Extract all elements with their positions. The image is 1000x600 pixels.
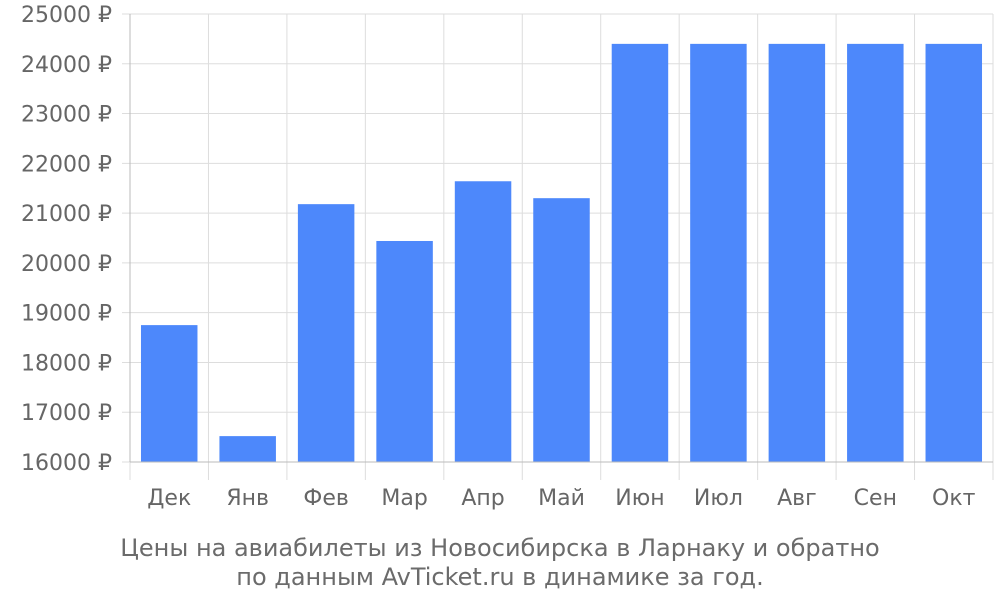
bar bbox=[690, 43, 747, 462]
y-tick-label: 23000 ₽ bbox=[21, 103, 112, 128]
y-tick-label: 18000 ₽ bbox=[21, 351, 112, 376]
chart-caption-line-2: по данным AvTicket.ru в динамике за год. bbox=[236, 563, 764, 591]
x-tick-label: Мар bbox=[381, 486, 427, 511]
x-tick-label: Янв bbox=[226, 486, 269, 511]
y-tick-label: 19000 ₽ bbox=[21, 302, 112, 327]
x-tick-label: Июн bbox=[615, 486, 664, 511]
x-tick-label: Дек bbox=[147, 486, 191, 511]
bar bbox=[140, 325, 198, 462]
x-tick-label: Фев bbox=[303, 486, 348, 511]
bar bbox=[533, 198, 590, 462]
y-tick-label: 20000 ₽ bbox=[21, 252, 112, 277]
bar bbox=[847, 43, 904, 462]
bar bbox=[925, 43, 983, 462]
x-tick-label: Авг bbox=[777, 486, 817, 511]
y-tick-label: 21000 ₽ bbox=[21, 202, 112, 227]
y-tick-label: 24000 ₽ bbox=[21, 53, 112, 78]
x-tick-label: Июл bbox=[694, 486, 743, 511]
axes bbox=[129, 14, 993, 463]
bar bbox=[454, 181, 512, 462]
bar bbox=[297, 204, 355, 462]
y-tick-labels: 16000 ₽ 17000 ₽ 18000 ₽ 19000 ₽ 20000 ₽ 21000… bbox=[21, 3, 112, 476]
bar bbox=[376, 240, 433, 462]
y-tick-label: 25000 ₽ bbox=[21, 3, 112, 28]
y-tick-label: 17000 ₽ bbox=[21, 401, 112, 426]
x-tick-label: Сен bbox=[854, 486, 897, 511]
bars bbox=[140, 43, 983, 462]
bar-chart: 16000 ₽ 17000 ₽ 18000 ₽ 19000 ₽ 20000 ₽ 21000… bbox=[21, 3, 994, 511]
bar bbox=[611, 43, 669, 462]
y-tick-label: 16000 ₽ bbox=[21, 451, 112, 476]
x-tick-label: Май bbox=[538, 486, 585, 511]
x-tick-label: Окт bbox=[932, 486, 976, 511]
x-tick-label: Апр bbox=[461, 486, 504, 511]
y-tick-label: 22000 ₽ bbox=[21, 152, 112, 177]
x-tick-labels: Дек Янв Фев Мар Апр Май Июн Июл Авг Сен Окт bbox=[147, 486, 975, 511]
bar bbox=[768, 43, 826, 462]
chart-caption-line-1: Цены на авиабилеты из Новосибирска в Лар… bbox=[120, 534, 880, 562]
bar bbox=[219, 436, 276, 462]
